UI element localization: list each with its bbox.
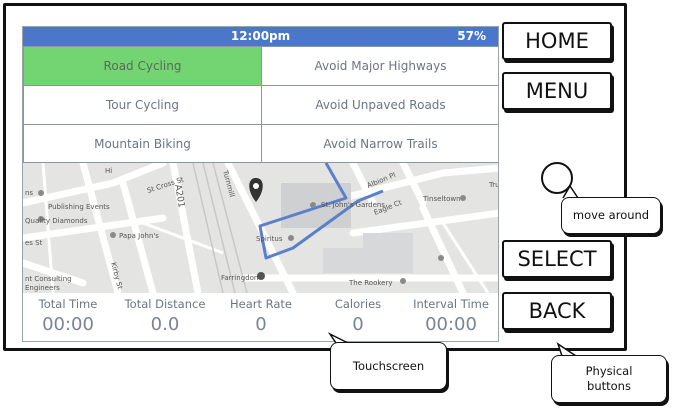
- option-avoid-unpaved-roads[interactable]: Avoid Unpaved Roads: [261, 85, 498, 125]
- option-label: Mountain Biking: [94, 136, 191, 151]
- touchscreen[interactable]: 12:00pm 57% Road Cycling Avoid Major Hig…: [22, 26, 499, 342]
- select-button-label: SELECT: [517, 247, 597, 271]
- stat-label: Interval Time: [413, 297, 489, 311]
- callout-physical-buttons: Physical buttons: [551, 355, 667, 403]
- option-avoid-narrow-trails[interactable]: Avoid Narrow Trails: [261, 124, 498, 163]
- stat-total-time: Total Time 00:00: [35, 297, 101, 335]
- stat-label: Heart Rate: [229, 297, 293, 311]
- route-map[interactable]: Publishing Events Quality Diamonds Papa …: [23, 163, 498, 293]
- map-label: Hi: [105, 167, 112, 175]
- option-road-cycling[interactable]: Road Cycling: [23, 46, 262, 86]
- stat-heart-rate: Heart Rate 0: [226, 297, 296, 335]
- menu-button[interactable]: MENU: [502, 72, 612, 110]
- home-button-label: HOME: [525, 29, 589, 53]
- option-label: Road Cycling: [103, 59, 182, 73]
- stat-value: 00:00: [42, 314, 94, 335]
- back-button-label: BACK: [528, 299, 586, 323]
- option-label: Avoid Major Highways: [314, 59, 447, 73]
- option-tour-cycling[interactable]: Tour Cycling: [23, 85, 262, 125]
- map-label: Tru: [488, 181, 498, 189]
- map-label: A201: [172, 184, 186, 209]
- map-label: Quality Diamonds: [25, 217, 88, 225]
- stat-value: 0: [352, 314, 364, 335]
- stat-calories: Calories 0: [326, 297, 390, 335]
- map-label: nt Consulting Engineers: [25, 275, 72, 292]
- map-label: Papa John's: [119, 232, 159, 240]
- callout-touchscreen: Touchscreen: [330, 342, 447, 390]
- back-button[interactable]: BACK: [502, 292, 612, 330]
- stat-value: 0.0: [150, 314, 180, 335]
- map-label: Publishing Events: [48, 203, 110, 211]
- stat-label: Total Distance: [124, 297, 206, 311]
- callout-text: buttons: [587, 379, 631, 393]
- map-label: Tinseltown: [422, 195, 461, 203]
- joystick-control[interactable]: [541, 162, 573, 194]
- home-button[interactable]: HOME: [502, 22, 612, 60]
- option-avoid-major-highways[interactable]: Avoid Major Highways: [261, 46, 498, 86]
- battery-level: 57%: [457, 29, 486, 43]
- stat-value: 0: [255, 314, 267, 335]
- stat-label: Total Time: [38, 297, 98, 311]
- route-options: Road Cycling Avoid Major Highways Tour C…: [23, 46, 498, 163]
- map-label: ns: [25, 189, 33, 197]
- map-label: Spiritus: [256, 235, 283, 243]
- option-label: Avoid Narrow Trails: [323, 136, 438, 151]
- callout-move-around: move around: [561, 197, 661, 234]
- status-time: 12:00pm: [230, 29, 291, 43]
- map-canvas: Publishing Events Quality Diamonds Papa …: [23, 163, 498, 293]
- menu-button-label: MENU: [525, 79, 589, 103]
- stat-value: 00:00: [425, 314, 477, 335]
- option-label: Tour Cycling: [106, 98, 179, 112]
- callout-text: Physical: [585, 364, 633, 378]
- status-bar: 12:00pm 57%: [23, 27, 498, 46]
- ride-stats: Total Time 00:00 Total Distance 0.0 Hear…: [23, 293, 498, 341]
- option-label: Avoid Unpaved Roads: [315, 98, 446, 112]
- select-button[interactable]: SELECT: [502, 240, 612, 278]
- map-label: es St: [25, 239, 43, 247]
- device-frame: 12:00pm 57% Road Cycling Avoid Major Hig…: [3, 3, 627, 351]
- callout-text: move around: [572, 208, 650, 222]
- stat-total-distance: Total Distance 0.0: [121, 297, 209, 335]
- stat-interval-time: Interval Time 00:00: [411, 297, 491, 335]
- map-label: The Rookery: [348, 279, 393, 287]
- map-label: Farringdon: [221, 274, 258, 282]
- map-label: St. John's Gardens: [321, 201, 385, 209]
- option-mountain-biking[interactable]: Mountain Biking: [23, 124, 262, 163]
- stat-label: Calories: [334, 297, 382, 311]
- callout-text: Touchscreen: [352, 358, 425, 373]
